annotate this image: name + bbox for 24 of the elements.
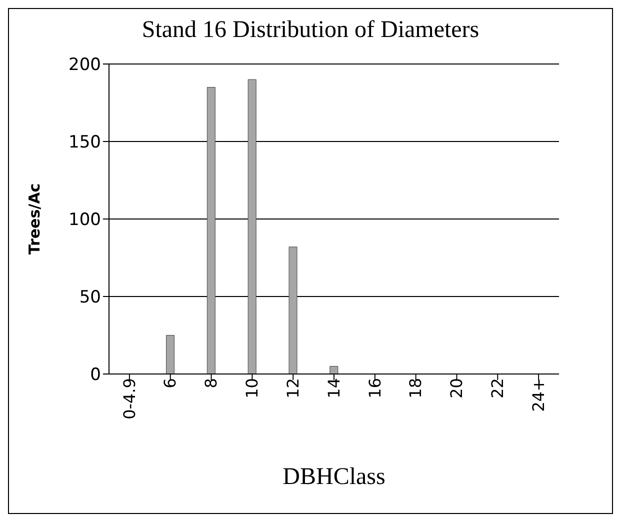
chart-title: Stand 16 Distribution of Diameters	[140, 17, 480, 44]
y-tick-label: 200	[68, 55, 101, 76]
y-tick-label: 0	[90, 365, 101, 386]
bar	[248, 79, 256, 374]
y-tick-label: 150	[68, 132, 101, 153]
y-tick-label: 50	[79, 288, 101, 308]
bar	[330, 366, 338, 374]
x-tick-label: 12	[283, 378, 302, 398]
y-axis-title: Trees/Ac	[25, 183, 44, 255]
bar	[166, 335, 175, 374]
x-tick-label: 6	[160, 378, 180, 388]
bar	[206, 87, 216, 374]
bar	[288, 246, 298, 374]
x-tick-label: 14	[324, 378, 344, 398]
x-axis-title: DBHClass	[282, 464, 386, 490]
x-tick-label: 16	[365, 378, 384, 398]
x-tick-label: 8	[202, 378, 221, 388]
x-tick-label: 20	[447, 378, 466, 398]
x-tick-label: 24+	[528, 378, 548, 412]
x-tick-label: 10	[242, 378, 262, 398]
x-tick-label: 18	[406, 378, 426, 398]
y-tick-label: 100	[68, 210, 101, 230]
x-tick-label: 0-4.9	[120, 378, 139, 420]
x-tick-label: 22	[488, 378, 507, 398]
